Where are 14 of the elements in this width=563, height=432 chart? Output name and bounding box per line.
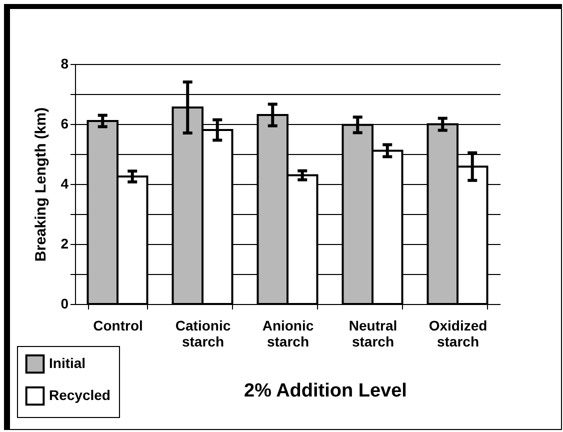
y-tick-label: 2	[60, 236, 69, 252]
legend-label: Recycled	[49, 387, 110, 403]
y-tick-label: 8	[60, 56, 69, 72]
legend-label: Initial	[49, 355, 86, 371]
x-tick-label: Cationic starch	[175, 318, 231, 350]
y-tick-label: 4	[60, 176, 69, 192]
x-axis-title: 2% Addition Level	[244, 380, 407, 402]
y-axis-title: Breaking Length (km)	[32, 107, 50, 262]
y-tick-label: 0	[60, 296, 69, 312]
x-tick-label: Neutral starch	[348, 318, 398, 350]
x-tick-label: Oxidized starch	[428, 318, 488, 350]
y-tick-label: 6	[60, 116, 69, 132]
x-tick-label: Control	[93, 318, 143, 334]
x-tick-label: Anionic starch	[262, 318, 314, 350]
